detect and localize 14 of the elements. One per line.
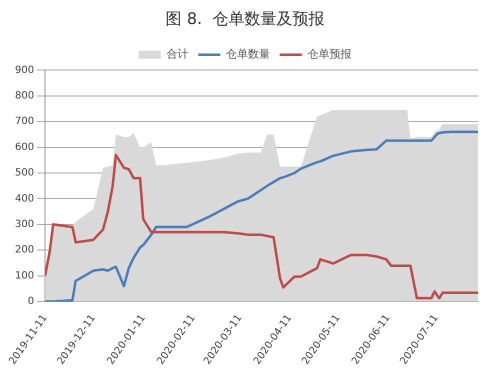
y-tick-label: 800 bbox=[14, 90, 34, 102]
chart-title: 图 8. 仓单数量及预报 bbox=[166, 8, 324, 28]
y-tick-label: 400 bbox=[14, 193, 34, 204]
y-tick-label: 600 bbox=[14, 142, 34, 153]
legend-label: 仓单预报 bbox=[307, 48, 352, 61]
y-tick-label: 300 bbox=[14, 219, 34, 230]
y-tick-label: 500 bbox=[14, 168, 34, 179]
legend-label: 仓单数量 bbox=[226, 48, 270, 61]
y-tick-label: 0 bbox=[28, 296, 34, 308]
y-tick-label: 900 bbox=[14, 64, 34, 76]
y-tick-label: 200 bbox=[14, 244, 34, 256]
y-tick-label: 700 bbox=[14, 116, 34, 128]
legend-label: 合计 bbox=[166, 48, 188, 61]
y-tick-label: 100 bbox=[14, 270, 34, 282]
